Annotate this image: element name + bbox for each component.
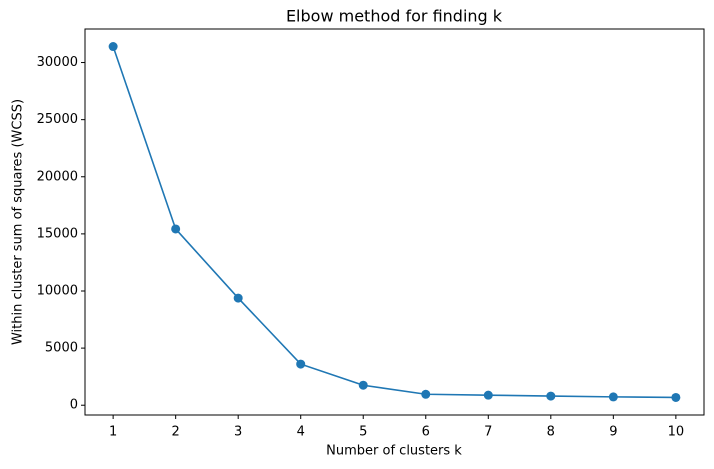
- x-tick-label: 7: [484, 425, 492, 440]
- y-axis-label: Within cluster sum of squares (WCSS): [11, 99, 26, 345]
- x-tick-label: 2: [172, 425, 180, 440]
- data-point: [671, 392, 681, 402]
- y-tick-label: 30000: [37, 55, 78, 70]
- series-line: [112, 46, 676, 399]
- y-tick-label: 10000: [37, 283, 78, 298]
- x-tick-label: 1: [109, 425, 117, 440]
- chart-title: Elbow method for finding k: [286, 7, 503, 26]
- y-tick-label: 5000: [45, 341, 78, 356]
- data-point: [233, 293, 243, 303]
- y-tick-label: 15000: [37, 226, 78, 241]
- y-tick-label: 0: [70, 398, 78, 413]
- x-tick-label: 10: [668, 425, 685, 440]
- x-tick-label: 8: [547, 425, 555, 440]
- data-point: [296, 359, 306, 369]
- data-point: [483, 390, 493, 400]
- y-tick-label: 20000: [37, 169, 78, 184]
- x-tick-label: 4: [297, 425, 305, 440]
- x-tick-label: 3: [234, 425, 242, 440]
- data-point: [546, 391, 556, 401]
- y-tick-label: 25000: [37, 112, 78, 127]
- data-point: [358, 380, 368, 390]
- data-point: [608, 392, 618, 402]
- x-tick-label: 9: [609, 425, 617, 440]
- data-point: [108, 42, 118, 52]
- plot-frame: [84, 28, 705, 416]
- x-tick-label: 6: [422, 425, 430, 440]
- x-tick-label: 5: [359, 425, 367, 440]
- x-axis-label: Number of clusters k: [326, 444, 462, 459]
- data-point: [171, 224, 181, 234]
- data-point: [421, 389, 431, 399]
